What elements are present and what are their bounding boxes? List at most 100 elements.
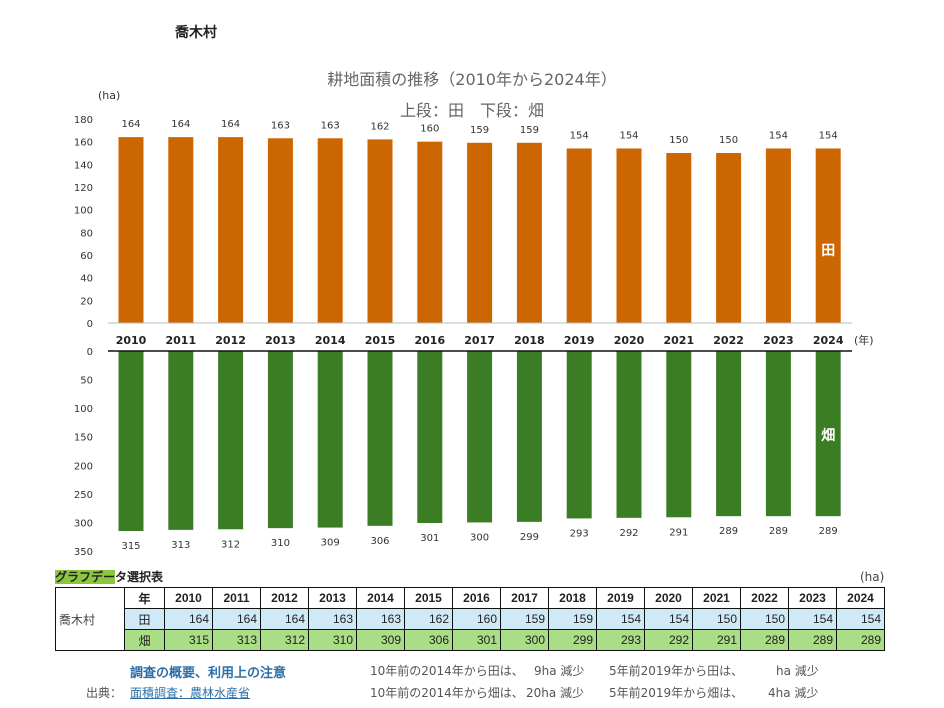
y-tick-label-upper: 180 [74,115,93,126]
table-cell-ha: 301 [452,629,501,651]
x-tick-label: 2021 [663,334,694,347]
series-label-ha: 畑 [820,428,835,444]
table-title: グラフデータ選択表 [55,568,163,585]
data-label-ha: 312 [221,539,240,550]
x-tick-label: 2013 [265,334,296,347]
data-label-ta: 164 [171,119,190,130]
table-row-ta: 田 164 164 164 163 163 162 160 159 159 154 154 150 150… [56,608,885,630]
data-label-ha: 313 [171,540,190,551]
data-label-ta: 154 [819,130,838,141]
note-ta-10y: 10年前の2014年から田は、 [370,664,524,678]
table-cell-ta: 164 [212,608,261,630]
data-label-ta: 150 [669,135,688,146]
row-label: 田 [124,608,165,630]
x-tick-label: 2011 [165,334,196,347]
y-tick-label-lower: 350 [74,547,93,558]
table-year: 2019 [596,587,645,609]
bar-ha-2015 [367,351,393,526]
table-year: 2014 [356,587,405,609]
table-year: 2020 [644,587,693,609]
x-tick-label: 2012 [215,334,246,347]
data-label-ta: 163 [271,120,290,131]
data-label-ta: 154 [769,130,788,141]
bar-ha-2014 [317,351,343,528]
table-cell-ha: 289 [740,629,789,651]
y-tick-label-lower: 50 [80,376,93,387]
data-label-ha: 301 [420,533,439,544]
bar-ha-2018 [516,351,542,522]
table-unit: (ha) [860,570,885,584]
data-label-ha: 289 [719,526,738,537]
x-tick-label: 2018 [514,334,545,347]
row-label: 畑 [124,629,165,651]
y-axis-unit: (ha) [98,89,120,102]
y-tick-label-upper: 20 [80,296,93,307]
data-label-ta: 159 [470,125,489,136]
table-row-ha: 畑 315 313 312 310 309 306 301 300 299 293 292 291 289… [56,629,885,651]
table-header-row: 喬木村年 2010 2011 2012 2013 2014 2015 2016 2017 2018… [55,587,885,651]
table-title-highlight: グラフデー [55,570,116,584]
table-year: 2024 [836,587,885,609]
y-tick-label-lower: 0 [87,347,93,358]
table-title-rest: タ選択表 [115,570,164,584]
x-tick-label: 2015 [365,334,396,347]
table-cell-ha: 315 [164,629,213,651]
village-title: 喬木村 [175,25,217,41]
note-ta-5y-value: ha 減少 [776,664,819,678]
table-village: 喬木村 [55,587,125,651]
bar-ta-2022 [716,153,742,323]
table-cell-ha: 313 [212,629,261,651]
chart-subtitle: 上段：田 下段：畑 [399,101,544,120]
note-ha-5y: 5年前2019年から畑は、 [609,686,744,700]
y-tick-label-lower: 250 [74,490,93,501]
data-label-ha: 291 [669,527,688,538]
y-tick-label-upper: 0 [87,319,93,330]
data-label-ha: 289 [819,526,838,537]
data-label-ta: 154 [619,130,638,141]
y-tick-label-upper: 160 [74,138,93,149]
data-label-ha: 292 [619,528,638,539]
source-link[interactable]: 面積調査：農林水産省 [130,686,251,700]
y-tick-label-upper: 80 [80,228,93,239]
data-label-ha: 289 [769,526,788,537]
table-cell-ta: 154 [788,608,837,630]
y-tick-label-lower: 300 [74,518,93,529]
table-cell-ta: 163 [308,608,357,630]
bar-ta-2020 [616,148,642,323]
data-label-ha: 306 [370,536,389,547]
bar-ha-2021 [666,351,692,518]
table-cell-ta: 160 [452,608,501,630]
table-cell-ta: 159 [500,608,549,630]
table-cell-ta: 154 [836,608,885,630]
bar-ta-2011 [168,137,194,323]
survey-notes-link[interactable]: 調査の概要、利用上の注意 [130,666,287,681]
table-cell-ha: 310 [308,629,357,651]
bar-ha-2019 [566,351,592,519]
bar-ha-2010 [118,351,144,531]
table-cell-ha: 291 [692,629,741,651]
bar-ta-2023 [765,148,791,323]
x-tick-label: 2023 [763,334,794,347]
x-tick-label: 2020 [614,334,645,347]
bar-ta-2018 [516,142,542,323]
bar-ha-2017 [467,351,493,523]
data-label-ha: 299 [520,532,539,543]
bar-ha-2022 [716,351,742,517]
data-label-ta: 160 [420,124,439,135]
bar-ta-2017 [467,142,493,323]
chart-title: 耕地面積の推移（2010年から2024年） [327,70,617,89]
table-year: 2021 [692,587,741,609]
data-label-ta: 150 [719,135,738,146]
note-ha-5y-value: 4ha 減少 [768,686,819,700]
x-tick-label: 2024 [813,334,844,347]
year-label: 年 [124,587,165,609]
data-label-ta: 163 [321,120,340,131]
y-tick-label-upper: 140 [74,160,93,171]
note-ta-5y: 5年前2019年から田は、 [609,664,744,678]
bar-ta-2015 [367,139,393,323]
table-cell-ta: 154 [596,608,645,630]
data-label-ha: 293 [570,528,589,539]
table-cell-ha: 309 [356,629,405,651]
bar-ta-2012 [218,137,244,323]
x-tick-label: 2019 [564,334,595,347]
